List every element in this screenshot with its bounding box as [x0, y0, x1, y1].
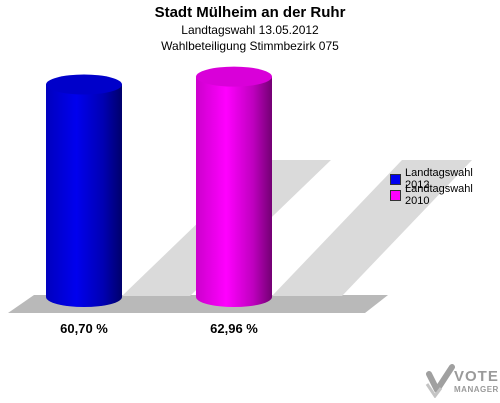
bar-top-1	[196, 66, 272, 87]
vote-check-icon	[425, 364, 455, 399]
chart-subtitle-election: Landtagswahl 13.05.2012	[181, 23, 319, 37]
chart-title: Stadt Mülheim an der Ruhr	[154, 4, 346, 21]
value-label-0: 60,70 %	[60, 321, 108, 336]
logo-text-manager: MANAGER	[454, 385, 499, 394]
vote-manager-logo: VOTE MANAGER	[425, 364, 500, 400]
legend-swatch-2012	[390, 173, 401, 185]
legend: Landtagswahl 2012 Landtagswahl 2010	[390, 167, 500, 207]
legend-item-2012: Landtagswahl 2012	[390, 167, 500, 191]
bar-top-0	[46, 74, 122, 95]
bar-shadow-2010	[272, 160, 472, 296]
legend-item-2010: Landtagswahl 2010	[390, 183, 500, 207]
logo-text-vote: VOTE	[454, 368, 499, 385]
legend-label-2012: Landtagswahl 2012	[404, 167, 473, 191]
legend-label-2010: Landtagswahl 2010	[404, 183, 473, 207]
chart-titles: Stadt Mülheim an der Ruhr Landtagswahl 1…	[0, 0, 500, 54]
value-label-1: 62,96 %	[210, 321, 258, 336]
legend-swatch-2010	[390, 189, 401, 201]
bar-landtagswahl-2010	[196, 76, 272, 307]
chart-subtitle-turnout: Wahlbeteiligung Stimmbezirk 075	[161, 39, 339, 53]
bar-landtagswahl-2012	[46, 84, 122, 307]
